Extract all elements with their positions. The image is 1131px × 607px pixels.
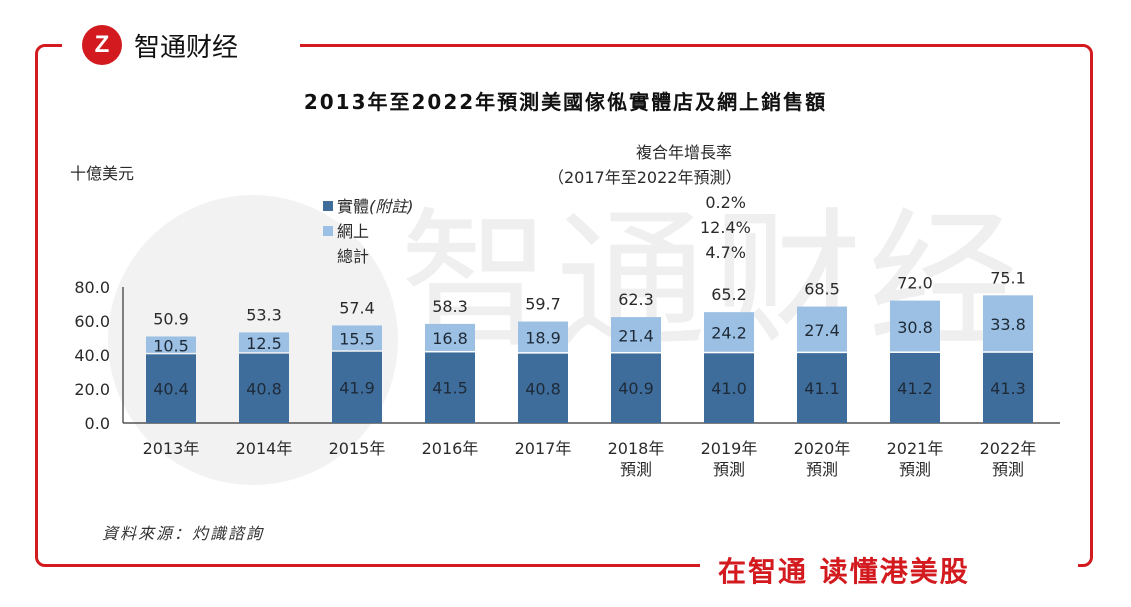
bar-online <box>332 325 382 351</box>
data-label-physical: 41.5 <box>432 379 468 398</box>
data-label-physical: 41.1 <box>804 379 840 398</box>
data-label-online: 27.4 <box>804 321 840 340</box>
x-tick-label: 2016年 <box>422 439 479 458</box>
y-tick-label: 40.0 <box>74 346 110 365</box>
x-tick-label: 2022年 <box>980 439 1037 458</box>
data-label-online: 21.4 <box>618 326 654 345</box>
legend-label-physical: 實體 <box>337 197 370 216</box>
legend-note: (附註) <box>369 197 414 216</box>
data-label-total: 50.9 <box>153 309 189 328</box>
data-label-online: 30.8 <box>897 318 933 337</box>
x-tick-label: 2020年 <box>794 439 851 458</box>
data-label-total: 62.3 <box>618 290 654 309</box>
data-label-physical: 41.9 <box>339 378 375 397</box>
bar-physical <box>983 352 1033 423</box>
data-label-online: 24.2 <box>711 324 747 343</box>
cagr-period: （2017年至2022年預測） <box>548 168 742 187</box>
data-label-online: 16.8 <box>432 329 468 348</box>
data-label-online: 12.5 <box>246 334 282 353</box>
bar-online <box>704 312 754 352</box>
y-tick-label: 60.0 <box>74 312 110 331</box>
chart-title: 2013年至2022年預測美國傢俬實體店及網上銷售額 <box>303 90 828 114</box>
bar-physical <box>239 353 289 423</box>
legend-label-online: 網上 <box>337 222 370 241</box>
data-label-total: 53.3 <box>246 305 282 324</box>
bar-online <box>425 323 475 351</box>
data-label-physical: 40.4 <box>153 380 189 399</box>
x-tick-label: 2014年 <box>236 439 293 458</box>
cagr-physical: 0.2% <box>705 193 746 212</box>
data-label-total: 57.4 <box>339 298 375 317</box>
legend-label-total: 總計 <box>337 247 370 266</box>
card-frame <box>35 44 1093 567</box>
bar-physical <box>518 353 568 423</box>
x-tick-label: 預測 <box>713 460 745 479</box>
cagr-header: 複合年增長率 <box>636 143 733 162</box>
data-label-online: 15.5 <box>339 330 375 349</box>
x-tick-label: 2015年 <box>329 439 386 458</box>
bar-online <box>890 300 940 352</box>
x-tick-label: 2019年 <box>701 439 758 458</box>
brand-slogan: 在智通 读懂港美股 <box>718 555 970 588</box>
x-tick-label: 預測 <box>899 460 931 479</box>
legend-item-total: 總計 <box>323 243 369 267</box>
legend-swatch-physical <box>323 201 333 211</box>
data-label-total: 72.0 <box>897 274 933 293</box>
legend-item-online: 網上 <box>323 218 369 242</box>
bar-physical <box>146 354 196 423</box>
x-tick-label: 預測 <box>620 460 652 479</box>
brand-name: 智通财经 <box>134 33 239 63</box>
data-label-total: 59.7 <box>525 295 561 314</box>
data-label-online: 10.5 <box>153 336 189 355</box>
y-tick-label: 20.0 <box>74 380 110 399</box>
data-label-physical: 40.8 <box>246 379 282 398</box>
x-tick-label: 預測 <box>806 460 838 479</box>
data-label-total: 75.1 <box>990 268 1026 287</box>
data-label-physical: 40.9 <box>618 379 654 398</box>
data-label-total: 58.3 <box>432 297 468 316</box>
y-tick-label: 0.0 <box>85 414 110 433</box>
y-axis-unit: 十億美元 <box>70 164 135 183</box>
bar-online <box>797 306 847 352</box>
legend-swatch-online <box>323 226 333 236</box>
cagr-online: 12.4% <box>700 218 751 237</box>
bar-physical <box>332 351 382 423</box>
data-label-physical: 40.8 <box>525 379 561 398</box>
x-tick-label: 2021年 <box>887 439 944 458</box>
bar-online <box>611 317 661 352</box>
bar-physical <box>611 353 661 423</box>
y-tick-label: 80.0 <box>74 278 110 297</box>
legend-item-physical: 實體(附註) <box>323 193 414 217</box>
source-note: 資料來源：灼識諮詢 <box>102 524 265 543</box>
data-label-total: 68.5 <box>804 280 840 299</box>
x-tick-label: 2018年 <box>608 439 665 458</box>
x-tick-label: 2017年 <box>515 439 572 458</box>
bar-online <box>146 336 196 353</box>
data-label-physical: 41.0 <box>711 379 747 398</box>
bar-physical <box>704 353 754 423</box>
bar-physical <box>890 352 940 423</box>
bar-online <box>239 332 289 353</box>
data-label-online: 33.8 <box>990 315 1026 334</box>
bar-physical <box>425 352 475 423</box>
x-tick-label: 預測 <box>992 460 1024 479</box>
brand-logo-icon: Z <box>82 25 122 65</box>
x-tick-label: 2013年 <box>143 439 200 458</box>
bar-physical <box>797 353 847 423</box>
data-label-physical: 41.2 <box>897 379 933 398</box>
data-label-online: 18.9 <box>525 329 561 348</box>
cagr-total: 4.7% <box>705 243 746 262</box>
bar-online <box>983 295 1033 352</box>
data-label-total: 65.2 <box>711 285 747 304</box>
data-label-physical: 41.3 <box>990 379 1026 398</box>
bar-online <box>518 321 568 353</box>
